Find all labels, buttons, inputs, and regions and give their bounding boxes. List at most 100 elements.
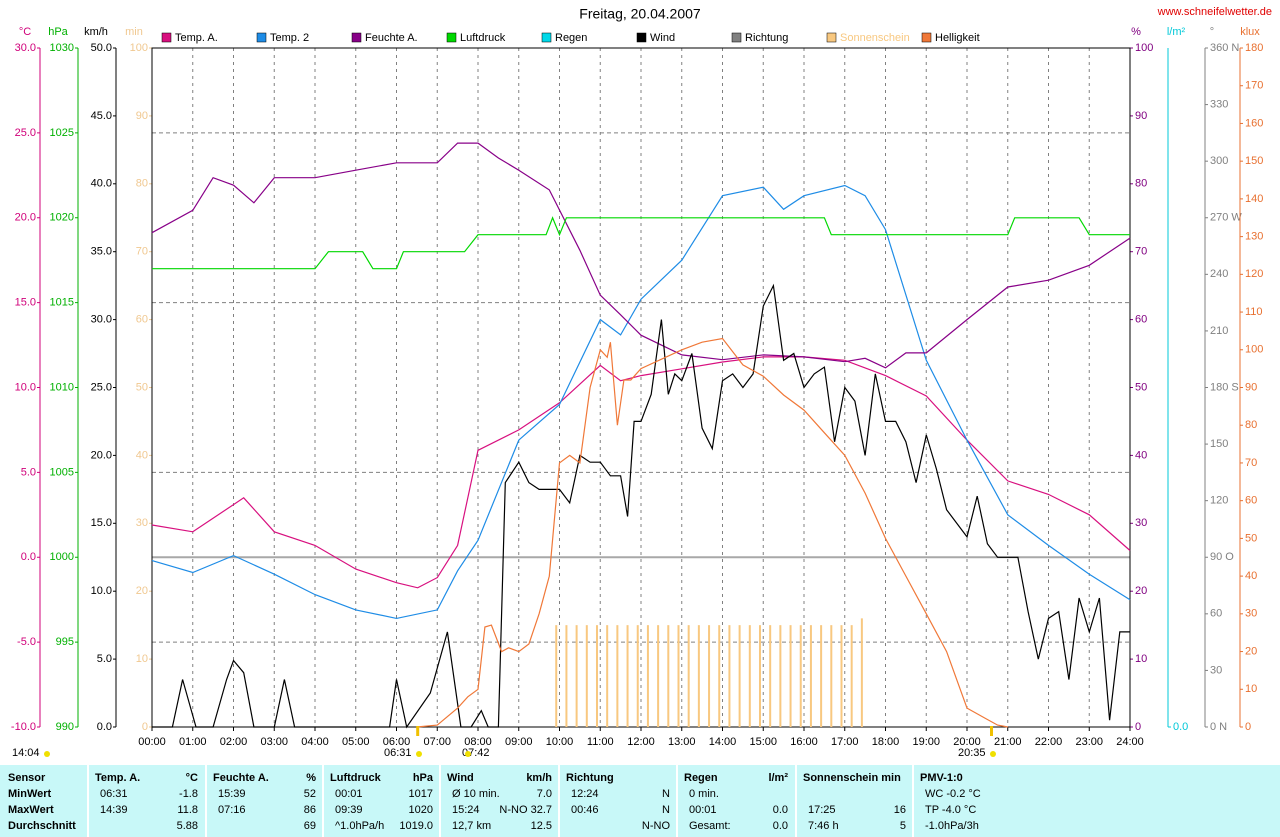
y-tick-label: 20 bbox=[136, 585, 148, 597]
x-tick-label: 20:00 bbox=[953, 736, 981, 748]
cell-label: 14:39 bbox=[100, 804, 128, 816]
y-tick-label: 25.0 bbox=[15, 127, 36, 139]
y-tick-label: 50 bbox=[1245, 532, 1257, 544]
legend-swatch bbox=[826, 32, 837, 43]
cell-label: 17:25 bbox=[808, 804, 836, 816]
cell-value: 1019.0 bbox=[399, 820, 433, 832]
cell-label: 15:39 bbox=[218, 788, 246, 800]
y-tick-label: 170 bbox=[1245, 80, 1263, 92]
y-tick-label: 1005 bbox=[50, 466, 74, 478]
y-tick-label: 70 bbox=[1245, 457, 1257, 469]
bar bbox=[799, 625, 802, 727]
column-unit: °C bbox=[186, 772, 198, 784]
axis-unit: ° bbox=[1210, 26, 1214, 38]
y-tick-label: 100 bbox=[130, 42, 148, 54]
y-tick-label: 35.0 bbox=[91, 246, 112, 258]
y-tick-label: 40 bbox=[136, 449, 148, 461]
y-tick-label: 270 W bbox=[1210, 212, 1242, 224]
plot-frame bbox=[151, 47, 1131, 728]
axis-unit: min bbox=[125, 26, 143, 38]
row-label: Durchschnitt bbox=[8, 820, 76, 832]
legend-swatch bbox=[731, 32, 742, 43]
legend-label: Sonnenschein bbox=[840, 32, 910, 44]
legend-label: Temp. 2 bbox=[270, 32, 309, 44]
cell-label: 00:46 bbox=[571, 804, 599, 816]
bar bbox=[779, 625, 782, 727]
legend-swatch bbox=[541, 32, 552, 43]
x-tick-label: 00:00 bbox=[138, 736, 166, 748]
x-tick-label: 17:00 bbox=[831, 736, 859, 748]
x-tick-label: 15:00 bbox=[749, 736, 777, 748]
bar bbox=[748, 625, 751, 727]
bar bbox=[860, 618, 863, 727]
x-tick-label: 02:00 bbox=[220, 736, 248, 748]
cell-label: 0 min. bbox=[689, 788, 719, 800]
cell-value: 86 bbox=[304, 804, 316, 816]
y-tick-label: 30 bbox=[1245, 608, 1257, 620]
y-tick-label: 300 bbox=[1210, 155, 1228, 167]
y-tick-label: 5.0 bbox=[21, 466, 36, 478]
x-tick-label: 13:00 bbox=[668, 736, 696, 748]
bar bbox=[708, 625, 711, 727]
y-tick-label: 150 bbox=[1210, 438, 1228, 450]
y-tick-label: 0.0 bbox=[97, 721, 112, 733]
y-tick-label: 30.0 bbox=[15, 42, 36, 54]
legend-label: Temp. A. bbox=[175, 32, 218, 44]
legend-swatch bbox=[921, 32, 932, 43]
x-tick-label: 03:00 bbox=[260, 736, 288, 748]
x-tick-label: 16:00 bbox=[790, 736, 818, 748]
bar bbox=[595, 625, 598, 727]
y-tick-label: 100 bbox=[1245, 344, 1263, 356]
bar bbox=[555, 625, 558, 727]
y-tick-label: 110 bbox=[1245, 306, 1263, 318]
annotation: 06:31 bbox=[384, 747, 412, 759]
x-tick-label: 24:00 bbox=[1116, 736, 1144, 748]
column-header: Luftdruck bbox=[330, 772, 382, 784]
cell-label: 12,7 km bbox=[452, 820, 491, 832]
sun-icon bbox=[416, 751, 422, 757]
y-tick-label: 10 bbox=[1245, 683, 1257, 695]
sun-marker bbox=[990, 726, 993, 736]
y-tick-label: 10.0 bbox=[91, 585, 112, 597]
column-unit: hPa bbox=[413, 772, 434, 784]
axis-unit: % bbox=[1131, 26, 1141, 38]
bar bbox=[687, 625, 690, 727]
column-unit: l/m² bbox=[768, 772, 788, 784]
y-tick-label: 90 bbox=[1135, 110, 1147, 122]
sun-icon bbox=[44, 751, 50, 757]
series-line bbox=[151, 356, 1131, 589]
x-tick-label: 05:00 bbox=[342, 736, 370, 748]
bar bbox=[697, 625, 700, 727]
bar bbox=[646, 625, 649, 727]
y-tick-label: 30.0 bbox=[91, 314, 112, 326]
cell-label: TP -4.0 °C bbox=[925, 804, 976, 816]
bar bbox=[616, 625, 619, 727]
cell-label: Ø 10 min. bbox=[452, 788, 500, 800]
y-tick-label: 50.0 bbox=[91, 42, 112, 54]
legend-swatch bbox=[256, 32, 267, 43]
y-tick-label: -10.0 bbox=[11, 721, 36, 733]
x-tick-label: 19:00 bbox=[912, 736, 940, 748]
y-tick-label: 995 bbox=[56, 636, 74, 648]
cell-label: 00:01 bbox=[689, 804, 717, 816]
bar bbox=[636, 625, 639, 727]
y-tick-label: 40 bbox=[1135, 449, 1147, 461]
cell-value: 16 bbox=[894, 804, 906, 816]
y-tick-label: 15.0 bbox=[15, 297, 36, 309]
y-tick-label: 240 bbox=[1210, 268, 1228, 280]
cell-value: N-NO 32.7 bbox=[499, 804, 552, 816]
y-tick-label: 80 bbox=[1245, 419, 1257, 431]
bar bbox=[840, 625, 843, 727]
site-link: www.schneifelwetter.de bbox=[1157, 6, 1272, 18]
cell-value: 1020 bbox=[409, 804, 433, 816]
bar bbox=[758, 625, 761, 727]
y-tick-label: 45.0 bbox=[91, 110, 112, 122]
y-tick-label: 150 bbox=[1245, 155, 1263, 167]
cell-value: 5.88 bbox=[177, 820, 198, 832]
axis-unit: km/h bbox=[84, 26, 108, 38]
y-tick-label: 70 bbox=[136, 246, 148, 258]
cell-value: N bbox=[662, 804, 670, 816]
y-tick-label: 60 bbox=[1245, 495, 1257, 507]
y-tick-label: 40 bbox=[1245, 570, 1257, 582]
